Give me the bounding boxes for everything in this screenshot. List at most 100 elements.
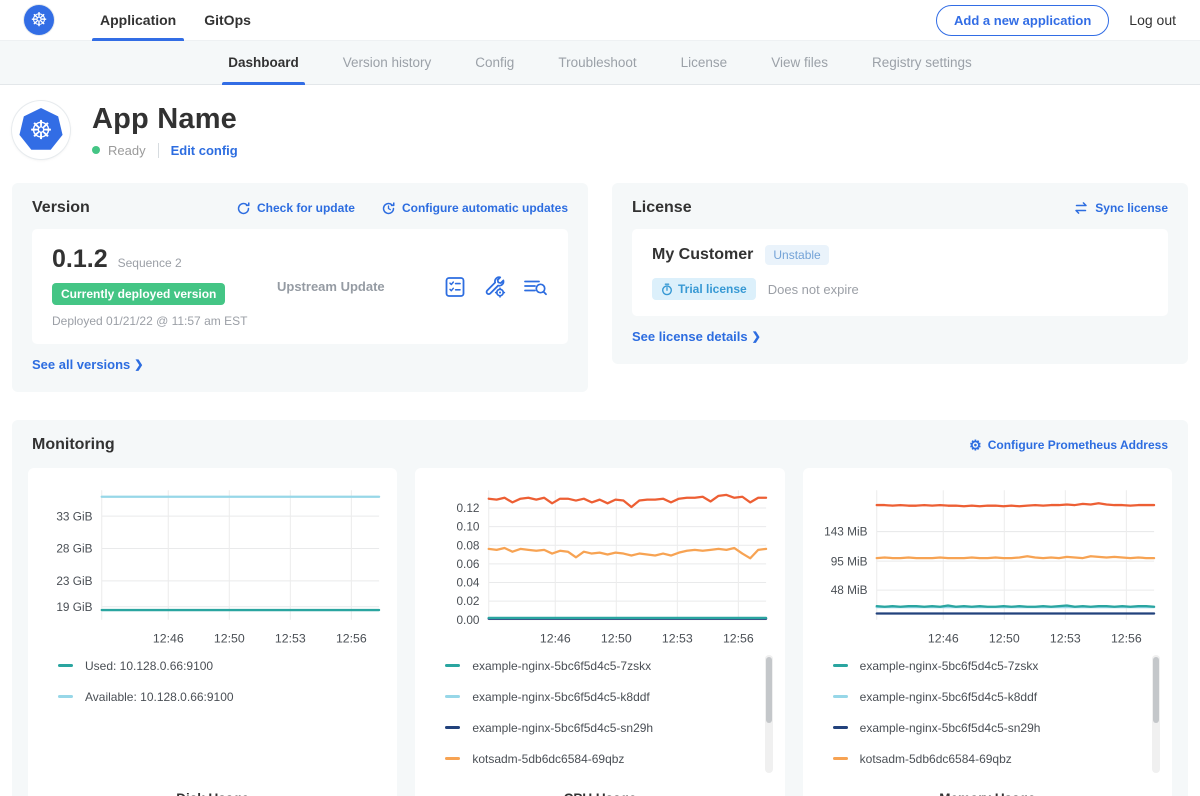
chart-card-memory-usage: 143 MiB 95 MiB 48 MiB 12:46 12:50 12:53 12:56 e… — [802, 468, 1172, 796]
trial-license-badge: Trial license — [652, 278, 756, 300]
legend-item: example-nginx-5bc6f5d4c5-sn29h — [445, 721, 760, 735]
legend-label: kotsadm-5db6dc6584-69qbz — [472, 751, 625, 766]
legend-label: example-nginx-5bc6f5d4c5-7zskx — [859, 658, 1039, 673]
legend-color-dash — [445, 757, 461, 761]
chart-plot: 33 GiB 28 GiB 23 GiB 19 GiB 12:46 12:50 12:53 1… — [56, 490, 381, 645]
svg-text:12:56: 12:56 — [1111, 631, 1142, 645]
svg-text:0.02: 0.02 — [457, 594, 480, 608]
legend-scrollbar[interactable] — [1151, 654, 1160, 773]
logout-button[interactable]: Log out — [1129, 12, 1176, 28]
check-for-update-link[interactable]: Check for update — [236, 201, 355, 216]
legend-color-dash — [445, 695, 461, 699]
chart-plot: 143 MiB 95 MiB 48 MiB 12:46 12:50 12:53 12:56 — [824, 490, 1155, 645]
divider — [157, 142, 159, 158]
deploy-logs-icon[interactable] — [522, 275, 548, 299]
legend-scrollbar[interactable] — [764, 654, 773, 773]
svg-text:12:53: 12:53 — [275, 631, 306, 645]
version-card: Version Check for update Configure au — [12, 183, 588, 392]
legend-color-dash — [445, 664, 461, 668]
sync-arrows-icon — [1075, 202, 1088, 214]
page-title: App Name — [92, 102, 238, 135]
legend-item: example-nginx-5bc6f5d4c5-7zskx — [445, 659, 760, 673]
tab-version-history[interactable]: Version history — [342, 55, 432, 70]
app-header: ☸ App Name Ready Edit config — [0, 85, 1200, 177]
legend-scrollbar-thumb[interactable] — [765, 656, 772, 723]
status-dot-icon — [92, 146, 100, 154]
svg-text:0.08: 0.08 — [457, 538, 480, 552]
svg-text:0.10: 0.10 — [457, 520, 480, 534]
legend-item: example-nginx-5bc6f5d4c5-k8ddf — [445, 690, 760, 704]
configure-automatic-updates-link[interactable]: Configure automatic updates — [381, 201, 568, 216]
monitoring-panel: Monitoring ⚙ Configure Prometheus Addres… — [12, 420, 1188, 796]
legend-item: Used: 10.128.0.66:9100 — [58, 659, 373, 673]
tab-view-files[interactable]: View files — [771, 55, 828, 70]
current-version-row: 0.1.2 Sequence 2 Currently deployed vers… — [32, 229, 568, 344]
legend-label: example-nginx-5bc6f5d4c5-sn29h — [472, 720, 654, 735]
tab-registry-settings[interactable]: Registry settings — [871, 55, 972, 70]
svg-text:23 GiB: 23 GiB — [56, 574, 92, 588]
currently-deployed-badge: Currently deployed version — [52, 283, 226, 305]
tab-license[interactable]: License — [680, 55, 728, 70]
legend-label: example-nginx-5bc6f5d4c5-k8ddf — [472, 689, 650, 704]
legend-label: example-nginx-5bc6f5d4c5-sn29h — [859, 720, 1041, 735]
legend-item: example-nginx-5bc6f5d4c5-sn29h — [832, 720, 1148, 735]
legend-item: kotsadm-5db6dc6584-69qbz — [832, 751, 1148, 766]
legend-label: Available: 10.128.0.66:9100 — [85, 689, 234, 704]
legend-item: kotsadm-5db6dc6584-69qbz — [445, 752, 760, 766]
legend-label: example-nginx-5bc6f5d4c5-7zskx — [472, 658, 652, 673]
see-all-versions-link[interactable]: See all versions ❯ — [32, 357, 144, 372]
svg-text:12:46: 12:46 — [540, 631, 571, 645]
license-summary-row: My Customer Unstable Trial license Does … — [632, 229, 1168, 316]
svg-text:12:53: 12:53 — [1050, 631, 1081, 645]
svg-text:12:46: 12:46 — [153, 631, 184, 645]
kubernetes-logo-icon[interactable]: ☸ — [24, 5, 54, 35]
kubernetes-app-icon: ☸ — [19, 108, 63, 150]
svg-text:28 GiB: 28 GiB — [56, 542, 92, 556]
preflight-checks-icon[interactable] — [443, 275, 467, 299]
sequence-label: Sequence 2 — [117, 256, 182, 270]
add-new-application-button[interactable]: Add a new application — [936, 4, 1110, 36]
license-card: License Sync license My Customer Unstabl… — [612, 183, 1188, 364]
status-badge: Ready — [108, 142, 146, 158]
svg-text:0.00: 0.00 — [457, 613, 480, 627]
topnav-tab-gitops[interactable]: GitOps — [204, 12, 251, 28]
configure-prometheus-link[interactable]: ⚙ Configure Prometheus Address — [969, 437, 1168, 453]
legend-label: kotsadm-5db6dc6584-69qbz — [859, 751, 1012, 766]
chevron-right-icon: ❯ — [751, 331, 761, 343]
license-card-title: License — [632, 199, 692, 216]
config-wrench-icon[interactable] — [482, 274, 507, 299]
legend-item: example-nginx-5bc6f5d4c5-7zskx — [832, 658, 1148, 673]
svg-text:12:56: 12:56 — [723, 631, 754, 645]
gear-icon: ⚙ — [969, 437, 982, 453]
svg-text:0.12: 0.12 — [457, 501, 480, 515]
svg-text:143 MiB: 143 MiB — [824, 525, 867, 539]
svg-text:33 GiB: 33 GiB — [56, 509, 92, 523]
edit-config-link[interactable]: Edit config — [170, 142, 238, 158]
see-license-details-link[interactable]: See license details ❯ — [632, 329, 761, 344]
deployed-timestamp: Deployed 01/21/22 @ 11:57 am EST — [52, 314, 248, 328]
avatar: ☸ — [12, 101, 70, 159]
legend-label: example-nginx-5bc6f5d4c5-k8ddf — [859, 689, 1038, 704]
sync-license-link[interactable]: Sync license — [1073, 201, 1168, 215]
chart-legend: example-nginx-5bc6f5d4c5-7zskx example-ng… — [425, 653, 774, 781]
chart-legend: example-nginx-5bc6f5d4c5-7zskx example-ng… — [813, 653, 1162, 781]
chart-title: Disk Usage — [38, 781, 387, 796]
chart-title: CPU Usage — [425, 781, 774, 796]
legend-scrollbar-thumb[interactable] — [1152, 656, 1159, 723]
svg-text:12:56: 12:56 — [336, 631, 367, 645]
legend-color-dash — [832, 695, 848, 699]
app-sub-nav: Dashboard Version history Config Troublesho… — [0, 41, 1200, 85]
tab-dashboard[interactable]: Dashboard — [206, 41, 321, 85]
topnav-right: Add a new application Log out — [936, 4, 1176, 36]
tab-troubleshoot[interactable]: Troubleshoot — [558, 55, 637, 70]
auto-update-clock-icon — [382, 202, 395, 214]
monitoring-title: Monitoring — [32, 436, 115, 453]
chart-legend: Used: 10.128.0.66:9100 Available: 10.128.… — [38, 653, 387, 781]
svg-text:12:46: 12:46 — [928, 631, 959, 645]
tab-config[interactable]: Config — [475, 55, 515, 70]
svg-text:12:50: 12:50 — [601, 631, 632, 645]
top-nav: ☸ Application GitOps Add a new applicatio… — [0, 0, 1200, 41]
topnav-tab-application[interactable]: Application — [86, 0, 190, 41]
charts-row: 33 GiB 28 GiB 23 GiB 19 GiB 12:46 12:50 12:53 1… — [28, 468, 1172, 796]
chart-plot: 0.12 0.10 0.08 0.06 0.04 0.02 0.00 12:46 12:50 12… — [457, 490, 768, 645]
